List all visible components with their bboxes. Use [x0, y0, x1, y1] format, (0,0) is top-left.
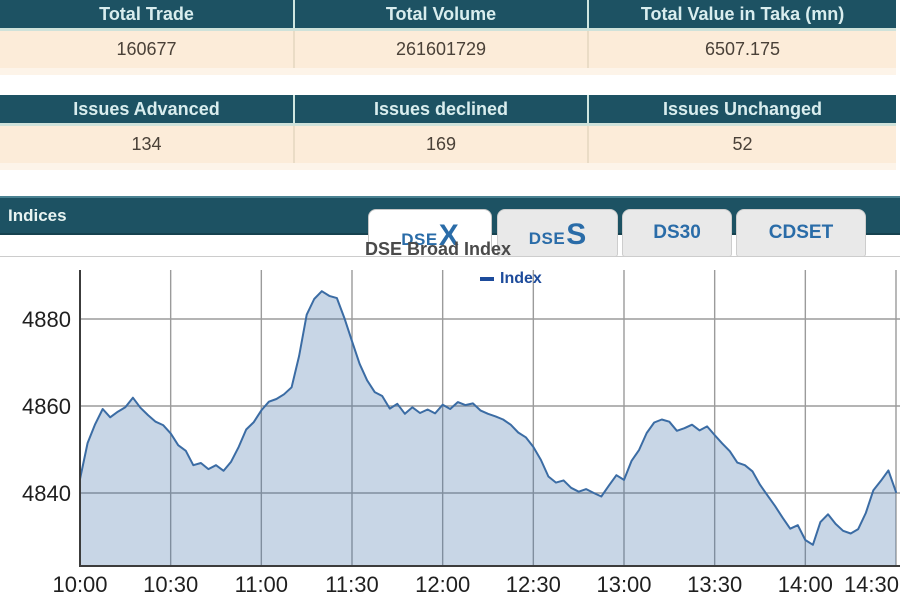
tab-label-prefix: DSE: [401, 230, 438, 249]
index-line: [79, 290, 897, 546]
table-header-cell: Total Value in Taka (mn): [587, 0, 896, 28]
chart-title: DSE Broad Index: [365, 239, 512, 259]
chart-gridlines: [80, 270, 900, 566]
table-value-row: 160677 261601729 6507.175: [0, 31, 896, 68]
x-tick-label: 11:00: [235, 572, 288, 597]
table-value-cell: 6507.175: [587, 31, 896, 68]
tab-label-suffix: X: [438, 219, 459, 252]
y-tick-label: 4860: [22, 394, 71, 419]
x-tick-label: 14:30: [844, 572, 899, 597]
table-value-cell: 52: [587, 126, 896, 163]
x-tick-label: 14:00: [778, 572, 833, 597]
table-value-cell: 134: [131, 134, 162, 154]
table-header-cell: Issues declined: [293, 95, 587, 123]
tab-ds30[interactable]: DS30: [622, 209, 732, 257]
tab-label-prefix: DSE: [528, 229, 566, 248]
table-value-row: 134 169 52: [0, 126, 896, 163]
x-tick-label: 13:00: [596, 572, 651, 597]
index-area-fill: [80, 291, 896, 566]
legend-series-label: Index: [500, 270, 542, 287]
table-header-row: Issues Advanced Issues declined Issues Unc…: [0, 95, 896, 126]
chart-legend: Index: [480, 270, 542, 288]
tab-dsex[interactable]: DSE X: [368, 209, 492, 251]
table-value-cell: 169: [293, 126, 587, 163]
x-tick-label: 10:00: [52, 572, 107, 597]
table-header-cell: Issues Advanced: [73, 98, 220, 119]
tab-strip-underline: [0, 256, 900, 257]
table-header-cell: Total Trade: [99, 3, 194, 24]
table-bottom-strip: [0, 68, 896, 75]
x-tick-label: 12:00: [415, 572, 470, 597]
table-header-cell: Total Volume: [293, 0, 587, 28]
table-header-cell: Issues Unchanged: [587, 95, 896, 123]
tab-dses[interactable]: DSE S: [497, 209, 618, 257]
table-value-cell: 160677: [116, 39, 177, 59]
table-bottom-strip: [0, 163, 896, 170]
x-tick-label: 11:30: [325, 572, 378, 597]
legend-line-swatch: [480, 277, 494, 281]
indices-section-title: Indices: [8, 205, 67, 225]
x-tick-label: 10:30: [143, 572, 198, 597]
table-value-cell: 261601729: [293, 31, 587, 68]
y-tick-label: 4840: [22, 481, 71, 506]
table-header-row: Total Trade Total Volume Total Value in Ta…: [0, 0, 896, 31]
x-tick-label: 13:30: [687, 572, 742, 597]
tab-cdset[interactable]: CDSET: [736, 209, 866, 257]
total-summary-table: Total Trade Total Volume Total Value in Ta…: [0, 0, 896, 75]
index-area-chart: 10:00 10:30 11:00 11:30 12:00 12:30 13:00 13:30…: [22, 270, 900, 597]
y-tick-label: 4880: [22, 307, 71, 332]
issues-summary-table: Issues Advanced Issues declined Issues Unc…: [0, 95, 896, 170]
tab-label-suffix: S: [566, 218, 587, 251]
x-tick-label: 12:30: [506, 572, 561, 597]
